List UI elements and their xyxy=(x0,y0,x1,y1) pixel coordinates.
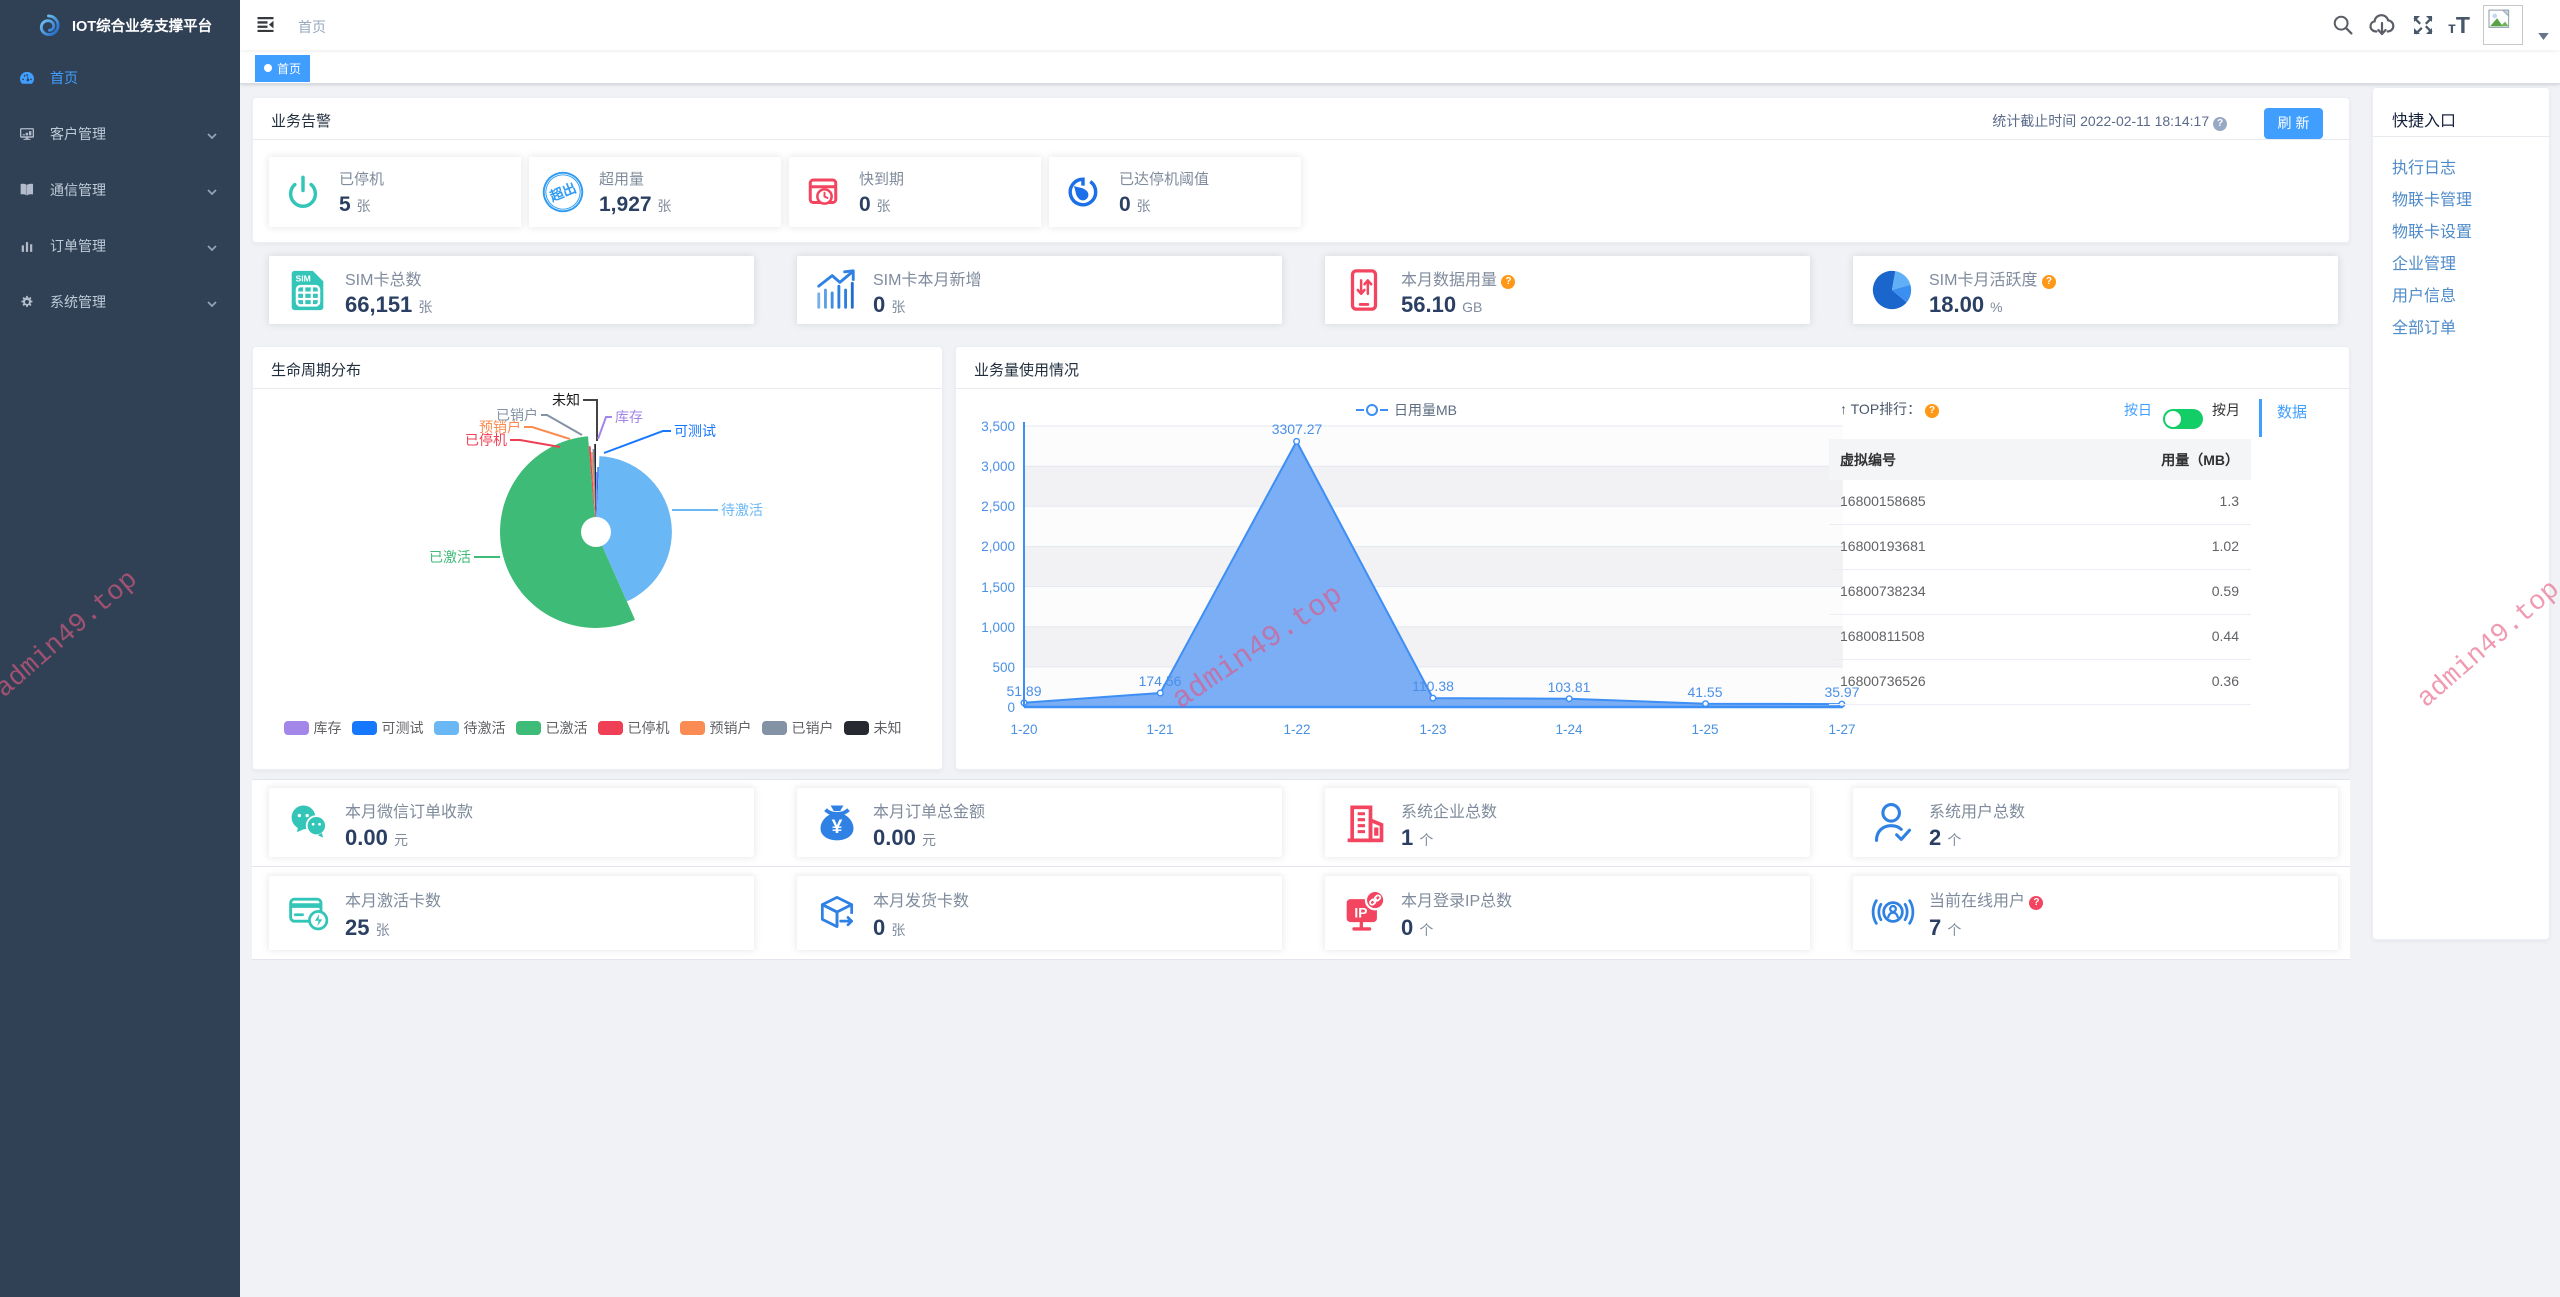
svg-text:IP: IP xyxy=(1354,906,1367,921)
svg-text:1-24: 1-24 xyxy=(1555,722,1583,737)
svg-text:库存: 库存 xyxy=(615,409,643,425)
svg-text:3307.27: 3307.27 xyxy=(1272,421,1323,437)
svg-text:预销户: 预销户 xyxy=(479,419,521,435)
svg-text:1-22: 1-22 xyxy=(1283,722,1310,737)
svg-text:已激活: 已激活 xyxy=(429,549,471,565)
svg-text:待激活: 待激活 xyxy=(721,502,763,518)
svg-text:103.81: 103.81 xyxy=(1548,679,1591,695)
svg-text:1-21: 1-21 xyxy=(1146,722,1173,737)
svg-text:1-20: 1-20 xyxy=(1010,722,1037,737)
svg-text:174.56: 174.56 xyxy=(1139,673,1182,689)
svg-text:2,500: 2,500 xyxy=(981,499,1015,514)
svg-text:3,000: 3,000 xyxy=(981,459,1015,474)
svg-text:1-25: 1-25 xyxy=(1691,722,1718,737)
svg-text:SIM: SIM xyxy=(296,273,311,283)
svg-text:35.97: 35.97 xyxy=(1824,684,1859,700)
svg-text:已停机: 已停机 xyxy=(465,432,507,448)
svg-text:500: 500 xyxy=(992,660,1015,675)
svg-text:1,500: 1,500 xyxy=(981,580,1015,595)
svg-text:可测试: 可测试 xyxy=(674,423,716,439)
svg-text:0: 0 xyxy=(1007,700,1015,715)
svg-text:3,500: 3,500 xyxy=(981,419,1015,434)
svg-text:1-23: 1-23 xyxy=(1419,722,1446,737)
svg-text:41.55: 41.55 xyxy=(1687,684,1722,700)
svg-text:1,000: 1,000 xyxy=(981,620,1015,635)
svg-text:¥: ¥ xyxy=(832,817,843,838)
svg-text:110.38: 110.38 xyxy=(1412,678,1454,694)
svg-text:已销户: 已销户 xyxy=(496,407,538,423)
svg-text:日用量MB: 日用量MB xyxy=(1394,402,1457,418)
svg-text:未知: 未知 xyxy=(552,392,580,408)
svg-text:超出: 超出 xyxy=(546,179,578,204)
svg-text:2,000: 2,000 xyxy=(981,539,1015,554)
svg-text:1-27: 1-27 xyxy=(1828,722,1855,737)
